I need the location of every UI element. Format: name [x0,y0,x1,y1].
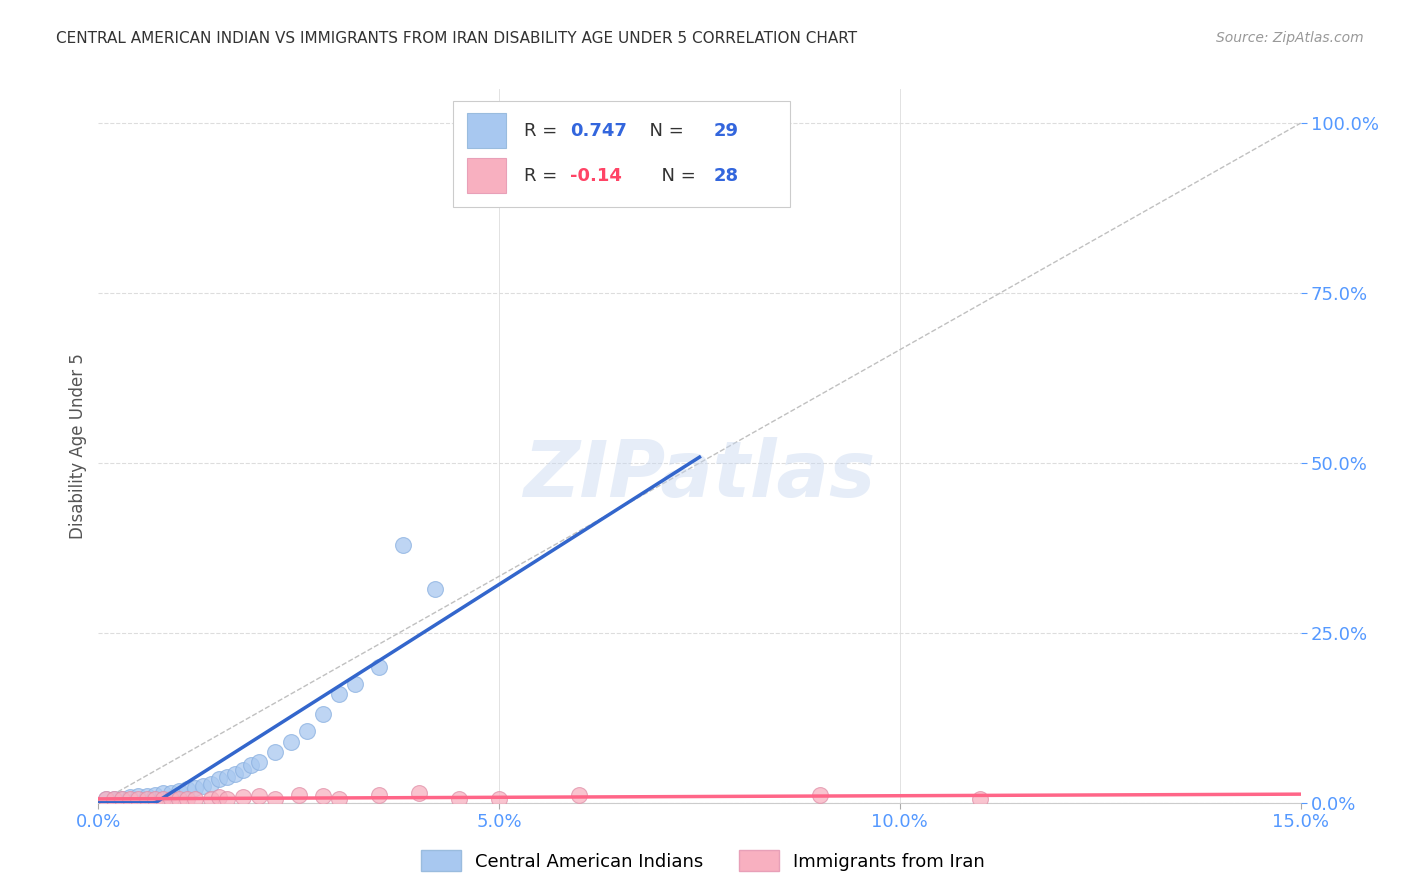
Point [96,792,118,806]
Point [447,792,470,806]
Text: 29: 29 [714,121,740,139]
Point [215,770,238,784]
Point [263,745,285,759]
Point [247,789,270,803]
Point [96,792,118,806]
Text: N =: N = [650,167,702,185]
Point [183,792,205,806]
Text: N =: N = [638,121,690,139]
Point [120,792,142,806]
Point [200,777,222,791]
Point [239,758,262,772]
FancyBboxPatch shape [453,102,790,207]
Point [280,734,302,748]
Point [408,786,430,800]
Point [488,792,510,806]
Point [159,792,181,806]
Text: Source: ZipAtlas.com: Source: ZipAtlas.com [1216,31,1364,45]
FancyBboxPatch shape [467,159,506,193]
Point [208,772,231,786]
Point [120,790,142,805]
Point [232,763,254,777]
Point [215,792,238,806]
Point [167,792,190,806]
Point [135,789,157,803]
Point [111,792,134,806]
Point [183,780,205,795]
Point [208,790,231,805]
Point [128,789,150,803]
Text: CENTRAL AMERICAN INDIAN VS IMMIGRANTS FROM IRAN DISABILITY AGE UNDER 5 CORRELATI: CENTRAL AMERICAN INDIAN VS IMMIGRANTS FR… [56,31,858,46]
Point [128,792,150,806]
Text: -0.14: -0.14 [569,167,621,185]
Point [368,660,391,674]
Legend: Central American Indians, Immigrants from Iran: Central American Indians, Immigrants fro… [413,843,993,879]
Point [263,792,285,806]
Point [152,792,174,806]
Point [368,788,391,802]
Point [328,687,350,701]
Point [224,767,246,781]
Point [111,792,134,806]
Point [103,792,125,806]
Point [392,537,415,551]
Point [200,792,222,806]
Text: R =: R = [524,121,562,139]
Y-axis label: Disability Age Under 5: Disability Age Under 5 [69,353,87,539]
Point [176,792,198,806]
Point [328,792,350,806]
Point [159,786,181,800]
Point [288,788,311,802]
FancyBboxPatch shape [467,113,506,148]
Point [143,792,166,806]
Point [167,783,190,797]
Point [808,788,831,802]
Point [191,779,214,793]
Point [232,790,254,805]
Point [176,782,198,797]
Point [969,792,991,806]
Point [152,786,174,800]
Point [103,792,125,806]
Point [423,582,446,596]
Point [343,677,366,691]
Point [143,788,166,802]
Point [247,755,270,769]
Text: R =: R = [524,167,562,185]
Text: 0.747: 0.747 [569,121,627,139]
Point [135,792,157,806]
Point [568,788,591,802]
Point [312,789,335,803]
Point [295,724,318,739]
Text: 28: 28 [714,167,740,185]
Text: ZIPatlas: ZIPatlas [523,436,876,513]
Point [312,707,335,722]
